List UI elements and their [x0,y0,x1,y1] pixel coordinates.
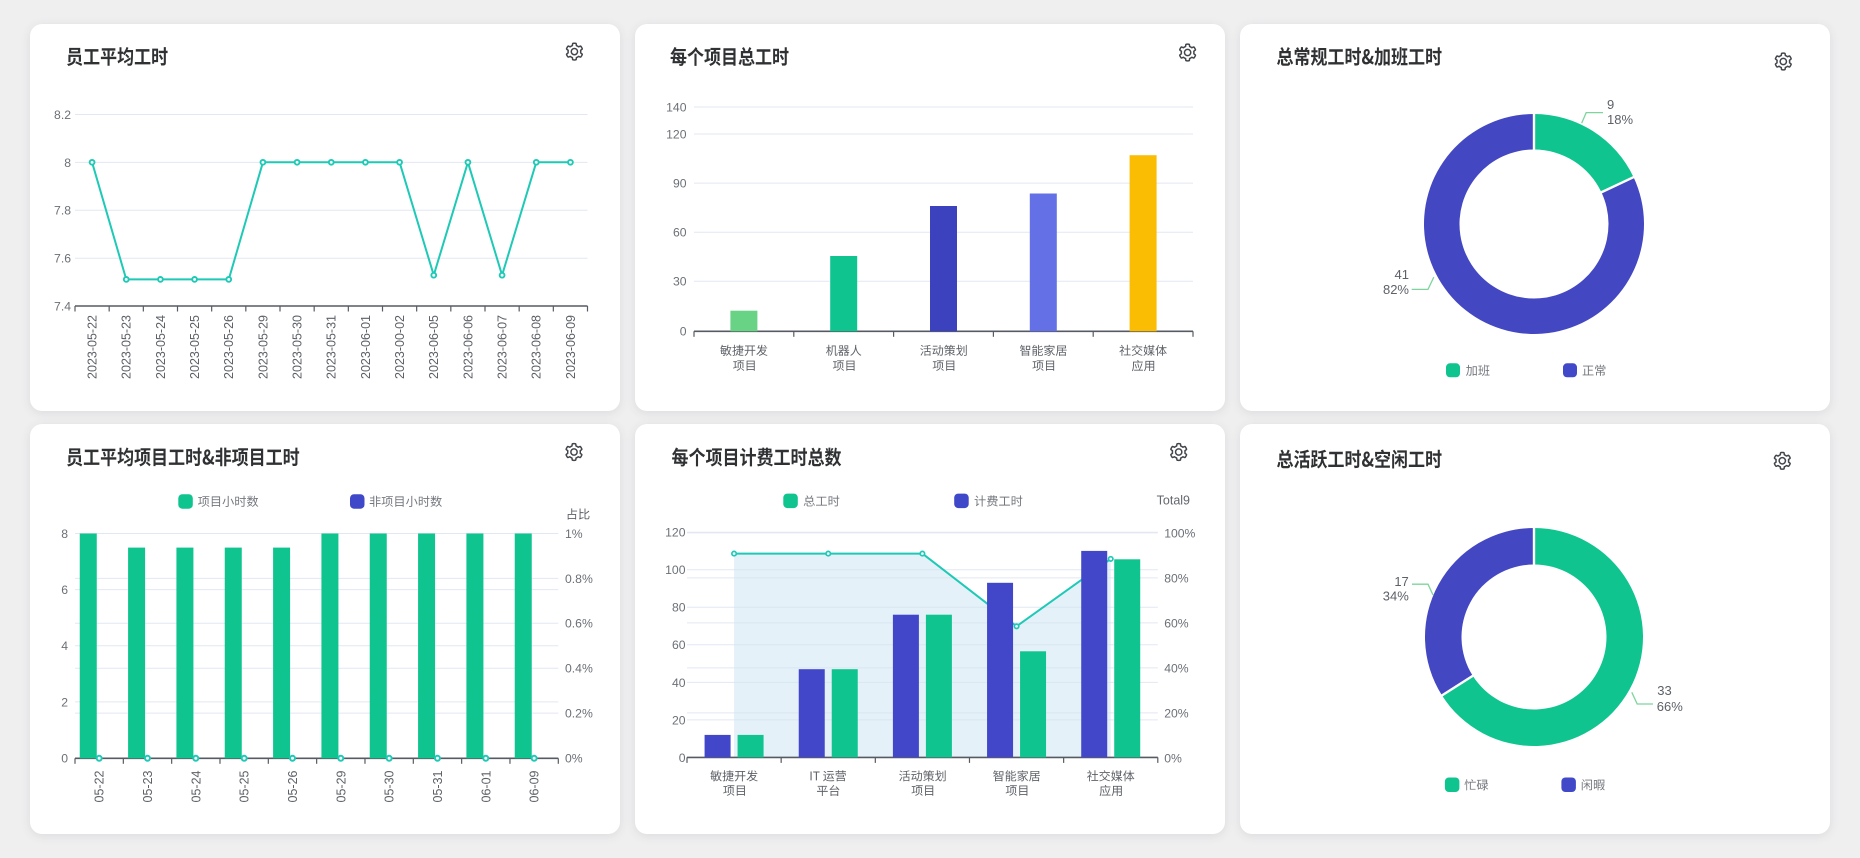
svg-text:Total9: Total9 [1157,493,1190,507]
svg-text:2023-05-31: 2023-05-31 [325,315,339,379]
svg-text:7.6: 7.6 [54,252,71,266]
svg-text:2023-05-25: 2023-05-25 [188,315,202,379]
svg-text:2023-06-05: 2023-06-05 [427,315,441,379]
svg-text:05-30: 05-30 [383,770,397,802]
svg-text:60: 60 [672,638,686,652]
svg-text:2023-06-09: 2023-06-09 [564,315,578,379]
svg-text:05-23: 05-23 [141,770,155,802]
svg-text:2023-05-29: 2023-05-29 [256,315,270,379]
svg-text:05-29: 05-29 [334,770,348,802]
svg-text:90: 90 [673,176,687,190]
svg-text:2023-05-26: 2023-05-26 [222,315,236,379]
svg-text:40%: 40% [1164,661,1189,675]
svg-text:0: 0 [679,751,686,765]
svg-text:2023-05-30: 2023-05-30 [291,315,305,379]
svg-text:9: 9 [1607,97,1614,112]
svg-text:0%: 0% [1164,751,1182,765]
svg-text:0%: 0% [565,752,583,766]
svg-text:05-22: 05-22 [93,770,107,802]
svg-text:2023-06-01: 2023-06-01 [359,315,373,379]
svg-text:2023-05-23: 2023-05-23 [120,315,134,379]
svg-text:05-24: 05-24 [189,770,203,802]
svg-text:1%: 1% [565,527,583,541]
svg-text:0.8%: 0.8% [565,572,593,586]
svg-text:120: 120 [665,526,686,540]
svg-text:2023-06-07: 2023-06-07 [496,315,510,379]
svg-text:8: 8 [61,527,68,541]
svg-text:2023-05-22: 2023-05-22 [86,315,100,379]
svg-text:20%: 20% [1164,706,1189,720]
svg-text:05-31: 05-31 [431,770,445,802]
svg-text:06-01: 06-01 [479,770,493,802]
svg-text:18%: 18% [1607,112,1633,127]
svg-text:80: 80 [672,601,686,615]
svg-text:0.2%: 0.2% [565,706,593,720]
svg-text:80%: 80% [1164,571,1189,585]
svg-text:60: 60 [673,226,687,240]
svg-text:0: 0 [680,324,687,338]
svg-text:33: 33 [1657,683,1671,698]
svg-text:8: 8 [64,156,71,170]
svg-text:8.2: 8.2 [54,108,71,122]
svg-text:20: 20 [672,713,686,727]
svg-text:34%: 34% [1383,589,1409,604]
svg-text:17: 17 [1394,574,1408,589]
svg-text:30: 30 [673,275,687,289]
svg-text:7.4: 7.4 [54,299,71,313]
svg-text:06-09: 06-09 [528,770,542,802]
svg-text:0.4%: 0.4% [565,662,593,676]
svg-text:4: 4 [61,639,68,653]
svg-text:41: 41 [1395,267,1409,282]
svg-text:82%: 82% [1383,282,1409,297]
svg-text:2023-06-08: 2023-06-08 [530,315,544,379]
svg-text:6: 6 [61,583,68,597]
svg-text:7.8: 7.8 [54,204,71,218]
svg-text:120: 120 [666,127,687,141]
svg-text:100: 100 [665,563,686,577]
svg-text:05-25: 05-25 [238,770,252,802]
svg-text:0: 0 [61,752,68,766]
svg-text:140: 140 [666,100,687,114]
svg-text:66%: 66% [1657,699,1683,714]
svg-text:60%: 60% [1164,616,1189,630]
svg-text:2023-05-24: 2023-05-24 [154,315,168,379]
svg-text:40: 40 [672,676,686,690]
svg-text:100%: 100% [1164,526,1195,540]
svg-text:2023-06-06: 2023-06-06 [461,315,475,379]
svg-text:0.6%: 0.6% [565,617,593,631]
svg-text:2023-00-02: 2023-00-02 [393,315,407,379]
svg-text:2: 2 [61,695,68,709]
svg-text:05-26: 05-26 [286,770,300,802]
